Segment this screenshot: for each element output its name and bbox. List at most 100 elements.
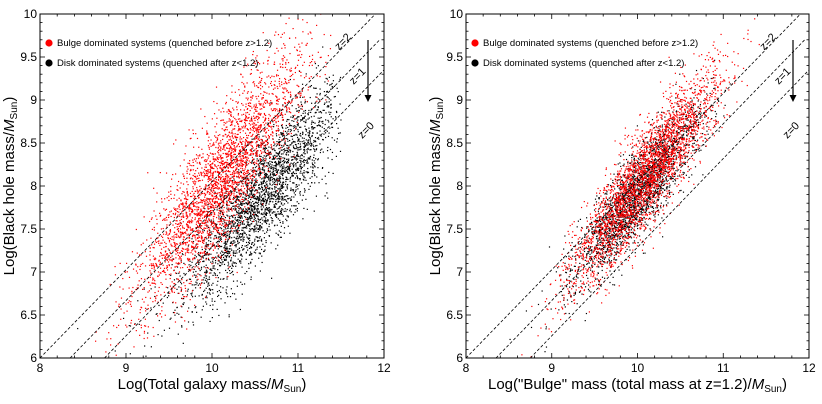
bulge-point bbox=[262, 103, 264, 105]
disk-point bbox=[247, 219, 249, 221]
bulge-point bbox=[218, 157, 220, 159]
bulge-point bbox=[201, 167, 203, 169]
bulge-point bbox=[240, 156, 242, 158]
bulge-point bbox=[181, 250, 184, 252]
bulge-point bbox=[227, 275, 229, 278]
disk-point bbox=[209, 234, 211, 237]
disk-point bbox=[249, 239, 251, 242]
bulge-point bbox=[222, 107, 224, 109]
bulge-point bbox=[216, 186, 219, 188]
disk-point bbox=[277, 244, 279, 246]
disk-point bbox=[217, 277, 219, 279]
disk-point bbox=[278, 129, 280, 131]
bulge-point bbox=[259, 108, 261, 110]
disk-point bbox=[276, 177, 278, 179]
bulge-point bbox=[162, 227, 164, 230]
bulge-point bbox=[311, 37, 313, 40]
disk-point bbox=[315, 87, 317, 89]
disk-point bbox=[282, 186, 284, 188]
disk-point bbox=[265, 202, 268, 204]
bulge-point bbox=[191, 210, 194, 212]
bulge-point bbox=[212, 153, 215, 155]
bulge-point bbox=[235, 158, 238, 160]
bulge-point bbox=[234, 209, 236, 211]
bulge-point bbox=[203, 176, 205, 178]
disk-point bbox=[210, 237, 212, 239]
disk-point bbox=[286, 188, 289, 190]
bulge-point bbox=[233, 187, 235, 189]
bulge-point bbox=[186, 170, 188, 172]
disk-point bbox=[302, 194, 304, 197]
bulge-point bbox=[167, 256, 169, 258]
disk-point bbox=[222, 256, 225, 259]
bulge-point bbox=[197, 155, 199, 157]
bulge-point bbox=[225, 224, 227, 226]
disk-point bbox=[248, 267, 250, 269]
disk-point bbox=[311, 176, 313, 178]
disk-point bbox=[274, 150, 276, 152]
disk-point bbox=[195, 274, 197, 276]
disk-point bbox=[270, 147, 272, 149]
disk-point bbox=[172, 285, 174, 288]
bulge-point bbox=[278, 143, 280, 145]
bulge-point bbox=[194, 182, 196, 184]
disk-point bbox=[232, 265, 234, 267]
bulge-point bbox=[145, 255, 148, 257]
bulge-point bbox=[163, 291, 165, 293]
disk-point bbox=[219, 236, 221, 238]
disk-point bbox=[329, 148, 332, 151]
bulge-point bbox=[260, 142, 262, 145]
disk-point bbox=[335, 117, 337, 119]
bulge-point bbox=[240, 167, 242, 169]
disk-point bbox=[258, 212, 260, 214]
bulge-point bbox=[212, 206, 214, 209]
bulge-point bbox=[225, 169, 227, 171]
disk-point bbox=[253, 158, 255, 160]
bulge-point bbox=[168, 233, 171, 235]
bulge-point bbox=[214, 159, 216, 161]
bulge-point bbox=[176, 188, 178, 191]
disk-point bbox=[257, 215, 259, 217]
bulge-point bbox=[206, 220, 208, 222]
bulge-point bbox=[203, 199, 205, 201]
bulge-point bbox=[186, 215, 188, 217]
disk-point bbox=[218, 216, 220, 218]
bulge-point bbox=[245, 117, 247, 119]
bulge-point bbox=[217, 171, 219, 173]
disk-point bbox=[319, 134, 321, 136]
bulge-point bbox=[180, 255, 183, 257]
bulge-point bbox=[208, 185, 210, 187]
bulge-point bbox=[238, 156, 240, 158]
disk-point bbox=[265, 204, 267, 207]
disk-point bbox=[269, 198, 271, 200]
bulge-point bbox=[226, 211, 228, 213]
bulge-point bbox=[192, 257, 194, 260]
bulge-point bbox=[182, 221, 184, 223]
disk-point bbox=[313, 154, 315, 156]
bulge-point bbox=[174, 242, 176, 244]
disk-point bbox=[291, 135, 293, 138]
disk-point bbox=[307, 157, 309, 159]
bulge-point bbox=[205, 227, 207, 230]
bulge-point bbox=[177, 208, 179, 210]
bulge-point bbox=[227, 199, 230, 202]
bulge-point bbox=[235, 142, 237, 144]
disk-point bbox=[288, 149, 290, 151]
bulge-point bbox=[203, 227, 205, 229]
bulge-point bbox=[311, 58, 314, 61]
disk-point bbox=[232, 216, 234, 219]
bulge-point bbox=[220, 147, 222, 149]
bulge-point bbox=[249, 127, 252, 130]
bulge-point bbox=[219, 221, 221, 223]
disk-point bbox=[216, 223, 218, 225]
bulge-point bbox=[176, 223, 179, 226]
bulge-point bbox=[242, 164, 244, 166]
disk-point bbox=[270, 167, 272, 170]
bulge-point bbox=[235, 164, 237, 167]
disk-point bbox=[217, 229, 219, 231]
disk-point bbox=[181, 325, 183, 327]
bulge-point bbox=[199, 219, 201, 221]
bulge-point bbox=[159, 171, 161, 174]
disk-point bbox=[220, 206, 222, 209]
disk-point bbox=[206, 214, 208, 216]
